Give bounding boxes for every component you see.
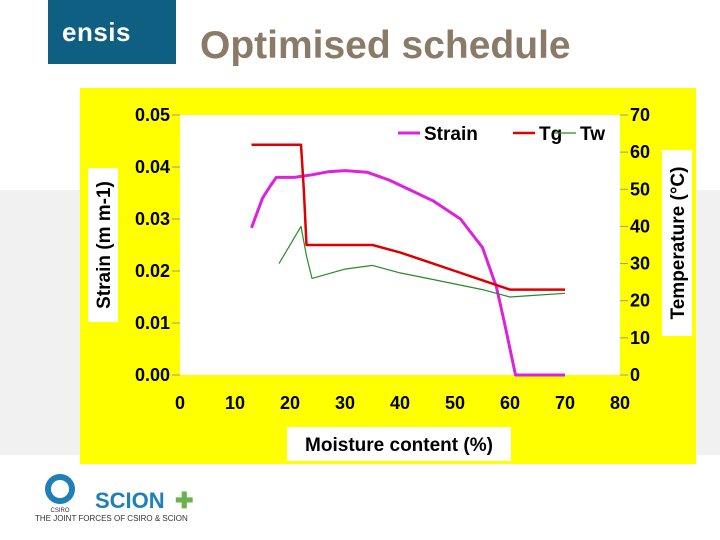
y-left-tick-label: 0.05 — [135, 105, 170, 125]
csiro-logo: CSIRO — [45, 474, 75, 514]
x-axis-title-box — [287, 427, 511, 461]
x-tick-label: 80 — [610, 393, 630, 413]
chart: 0.00 0.01 0.02 0.03 0.04 0.05 0 10 20 30 40 50 60 70 0… — [88, 105, 692, 461]
y-left-tick-label: 0.04 — [135, 157, 170, 177]
y-left-tick-label: 0.00 — [135, 365, 170, 385]
x-tick-label: 20 — [280, 393, 300, 413]
series-line-tw — [278, 225, 566, 298]
page-title: Optimised schedule — [200, 24, 571, 67]
series-line-strain — [250, 169, 565, 377]
footer-tagline: THE JOINT FORCES OF CSIRO & SCION — [35, 514, 188, 523]
x-tick-label: 60 — [500, 393, 520, 413]
x-tick-label: 70 — [555, 393, 575, 413]
x-tick-label: 10 — [225, 393, 245, 413]
x-axis-title: Moisture content (%) — [305, 435, 493, 456]
ensis-logo-text: ensis — [62, 16, 131, 47]
legend-label-strain: Strain — [424, 124, 478, 145]
legend-label-tg: Tg — [539, 124, 562, 145]
y-left-tick-label: 0.02 — [135, 261, 170, 281]
x-tick-label: 30 — [335, 393, 355, 413]
y-left-axis-title: Strain (m m-1) — [94, 181, 115, 309]
y-right-tick-label: 50 — [630, 179, 650, 199]
series-line-tg — [251, 143, 565, 291]
x-tick-label: 50 — [445, 393, 465, 413]
y-right-tick-label: 40 — [630, 216, 650, 236]
y-right-tick-label: 30 — [630, 254, 650, 274]
y-right-title-box — [662, 150, 692, 336]
plot-area — [180, 115, 620, 375]
y-right-axis-title: Temperature (°C) — [668, 167, 689, 320]
chart-panel: 0.00 0.01 0.02 0.03 0.04 0.05 0 10 20 30 40 50 60 70 0… — [80, 88, 696, 464]
y-left-title-box — [88, 168, 118, 322]
scion-logo-text: SCION — [95, 488, 165, 513]
x-tick-label: 40 — [390, 393, 410, 413]
y-right-tick-label: 10 — [630, 328, 650, 348]
y-right-tick-label: 20 — [630, 291, 650, 311]
scion-logo: SCION ✚ — [95, 488, 193, 513]
y-left-tick-label: 0.01 — [135, 313, 170, 333]
csiro-logo-text: CSIRO — [50, 508, 69, 514]
y-right-tick-label: 0 — [630, 365, 640, 385]
x-tick-label: 0 — [175, 393, 185, 413]
legend-label-tw: Tw — [580, 124, 605, 145]
ensis-logo: ensis — [48, 0, 176, 64]
y-right-tick-label: 60 — [630, 142, 650, 162]
csiro-logo-inner — [51, 480, 69, 498]
y-left-tick-label: 0.03 — [135, 209, 170, 229]
y-right-tick-label: 70 — [630, 105, 650, 125]
scion-plus-icon: ✚ — [175, 488, 193, 513]
